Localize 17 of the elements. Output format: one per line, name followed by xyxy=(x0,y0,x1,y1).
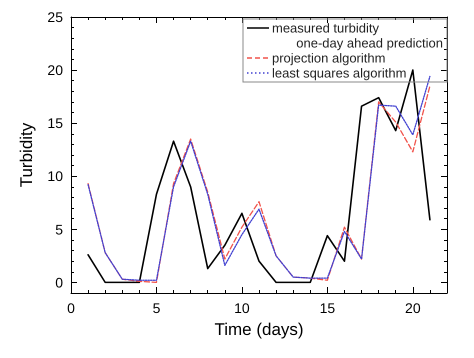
x-tick-label: 20 xyxy=(405,300,421,316)
legend-label: measured turbidity xyxy=(272,20,380,36)
y-tick-label: 0 xyxy=(55,274,64,290)
y-tick-label: 20 xyxy=(47,62,64,78)
x-axis-title: Time (days) xyxy=(214,320,304,339)
y-axis-title: Turbidity xyxy=(17,122,36,188)
y-tick-label: 25 xyxy=(47,9,64,25)
legend-title: one-day ahead prediction xyxy=(296,36,443,50)
y-tick-label: 15 xyxy=(47,115,64,132)
y-tick-label: 5 xyxy=(55,221,64,238)
y-tick-label: 10 xyxy=(47,168,64,184)
x-tick-label: 15 xyxy=(320,300,336,316)
x-tick-label: 10 xyxy=(234,300,250,316)
legend-label: least squares algorithm xyxy=(272,66,406,80)
x-tick-label: 0 xyxy=(67,300,76,316)
legend-label: projection algorithm xyxy=(272,50,386,66)
x-tick-label: 5 xyxy=(152,300,161,316)
